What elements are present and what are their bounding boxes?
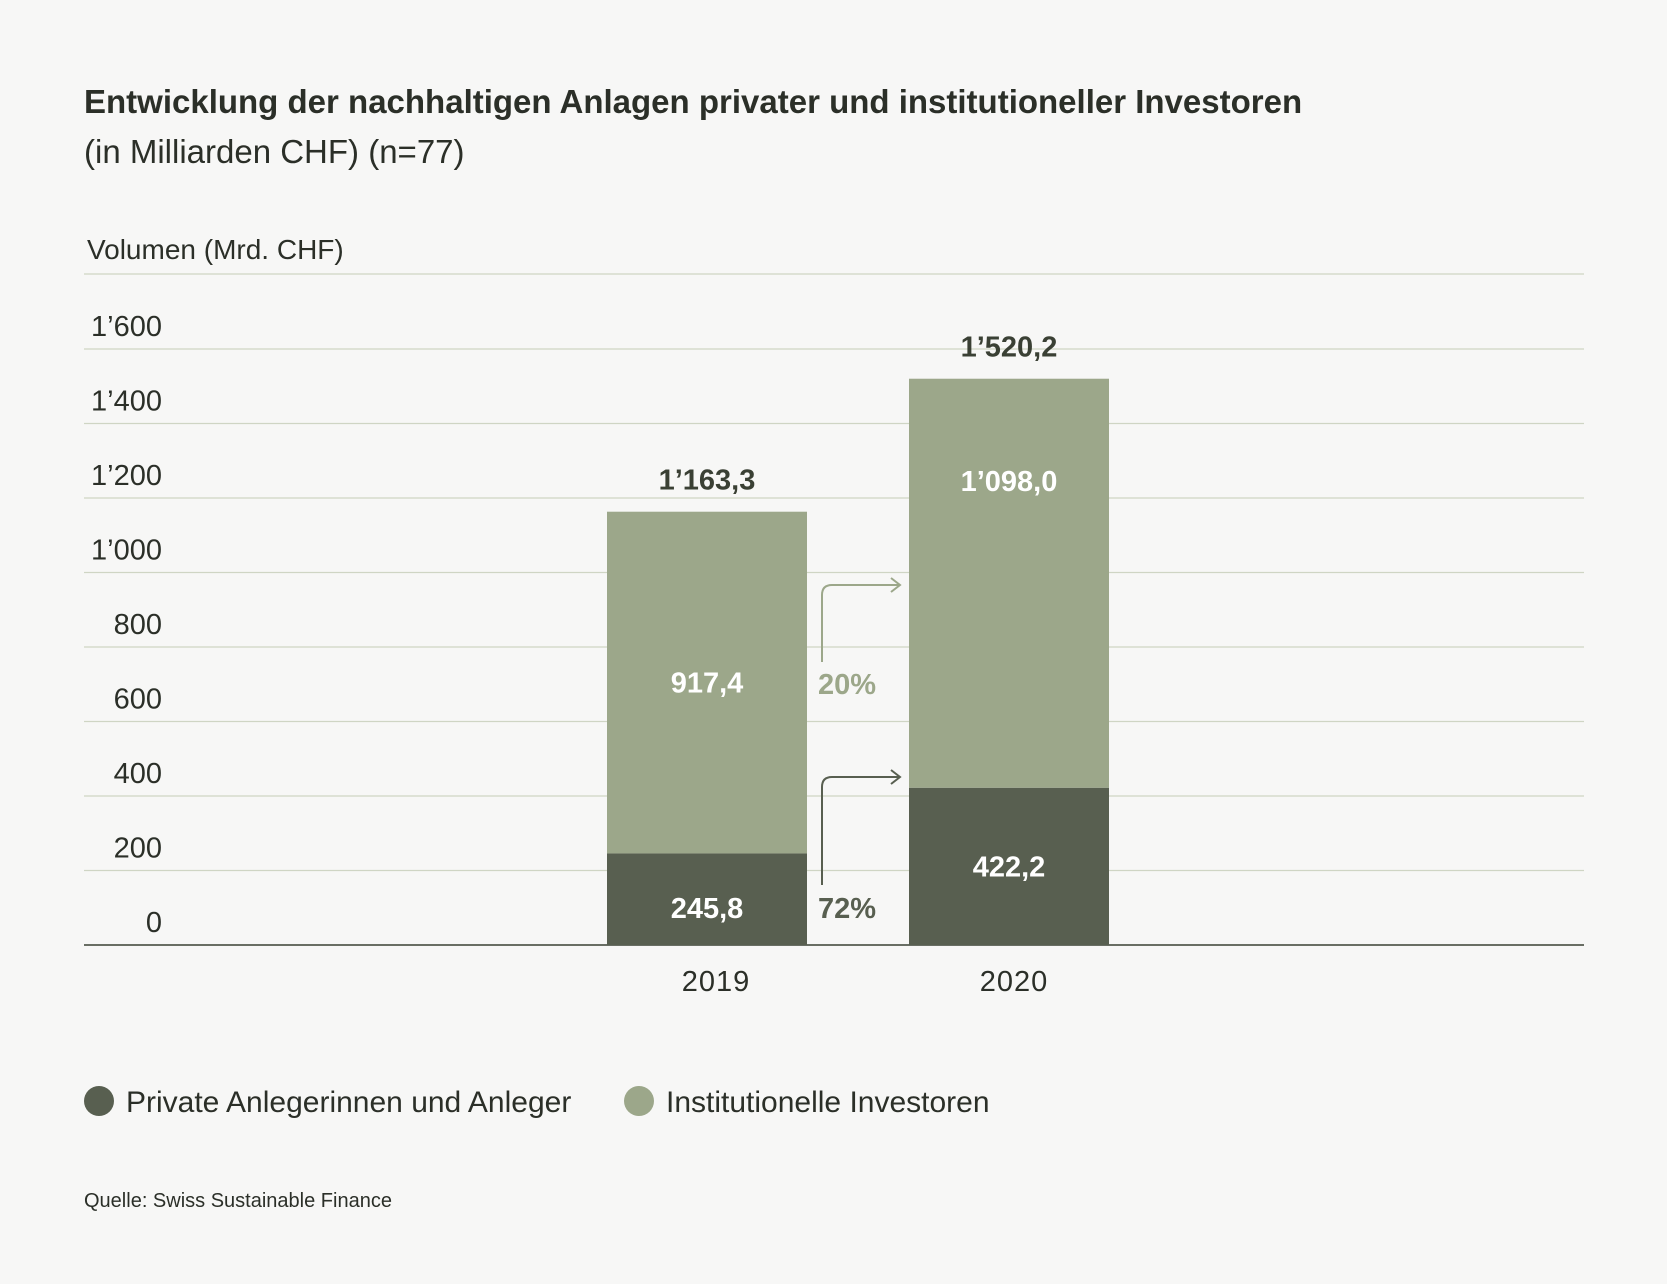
y-tick-label: 200 bbox=[114, 833, 162, 865]
y-tick-label: 0 bbox=[146, 907, 162, 939]
growth-arrow bbox=[821, 584, 900, 662]
bar-segment bbox=[909, 787, 1109, 945]
growth-label: 20% bbox=[818, 669, 876, 701]
y-tick-label: 1’600 bbox=[91, 311, 162, 343]
segment-value-label: 422,2 bbox=[973, 851, 1046, 883]
arrow-head-icon bbox=[890, 769, 902, 785]
growth-annotations: 20% 72% bbox=[818, 577, 902, 925]
x-axis-ticks: 2019 2020 bbox=[682, 966, 1049, 998]
x-tick-label: 2019 bbox=[682, 966, 751, 998]
segment-value-label: 1’098,0 bbox=[961, 466, 1058, 498]
bar-segment bbox=[909, 378, 1109, 788]
bar-segment bbox=[607, 853, 807, 945]
y-axis-ticks: 0 200 400 600 800 1’000 1’200 1’400 1’600 bbox=[91, 311, 162, 939]
chart-subtitle: (in Milliarden CHF) (n=77) bbox=[84, 133, 465, 170]
chart-title: Entwicklung der nachhaltigen Anlagen pri… bbox=[84, 83, 1302, 120]
segment-value-label: 917,4 bbox=[671, 668, 744, 700]
total-value-label: 1’520,2 bbox=[961, 332, 1058, 364]
y-tick-label: 400 bbox=[114, 758, 162, 790]
growth-label: 72% bbox=[818, 893, 876, 925]
legend-entry: Institutionelle Investoren bbox=[666, 1086, 990, 1119]
y-tick-label: 1’000 bbox=[91, 535, 162, 567]
y-axis-label: Volumen (Mrd. CHF) bbox=[87, 234, 344, 265]
legend-swatch bbox=[84, 1086, 114, 1116]
data-labels: 245,8 917,4 1’163,3 422,2 1’098,0 1’520,2 bbox=[659, 332, 1058, 925]
growth-arrow bbox=[821, 776, 900, 885]
segment-value-label: 245,8 bbox=[671, 893, 744, 925]
total-value-label: 1’163,3 bbox=[659, 465, 756, 497]
bars bbox=[607, 378, 1109, 945]
y-tick-label: 1’400 bbox=[91, 386, 162, 418]
legend: Private Anlegerinnen und Anleger Institut… bbox=[84, 1086, 990, 1119]
x-tick-label: 2020 bbox=[980, 966, 1049, 998]
arrow-head-icon bbox=[890, 577, 902, 593]
legend-entry: Private Anlegerinnen und Anleger bbox=[126, 1086, 571, 1119]
y-tick-label: 800 bbox=[114, 609, 162, 641]
y-tick-label: 600 bbox=[114, 684, 162, 716]
gridlines bbox=[84, 273, 1584, 946]
y-tick-label: 1’200 bbox=[91, 460, 162, 492]
source-note: Quelle: Swiss Sustainable Finance bbox=[84, 1190, 392, 1212]
legend-swatch bbox=[624, 1086, 654, 1116]
bar-segment bbox=[607, 511, 807, 854]
